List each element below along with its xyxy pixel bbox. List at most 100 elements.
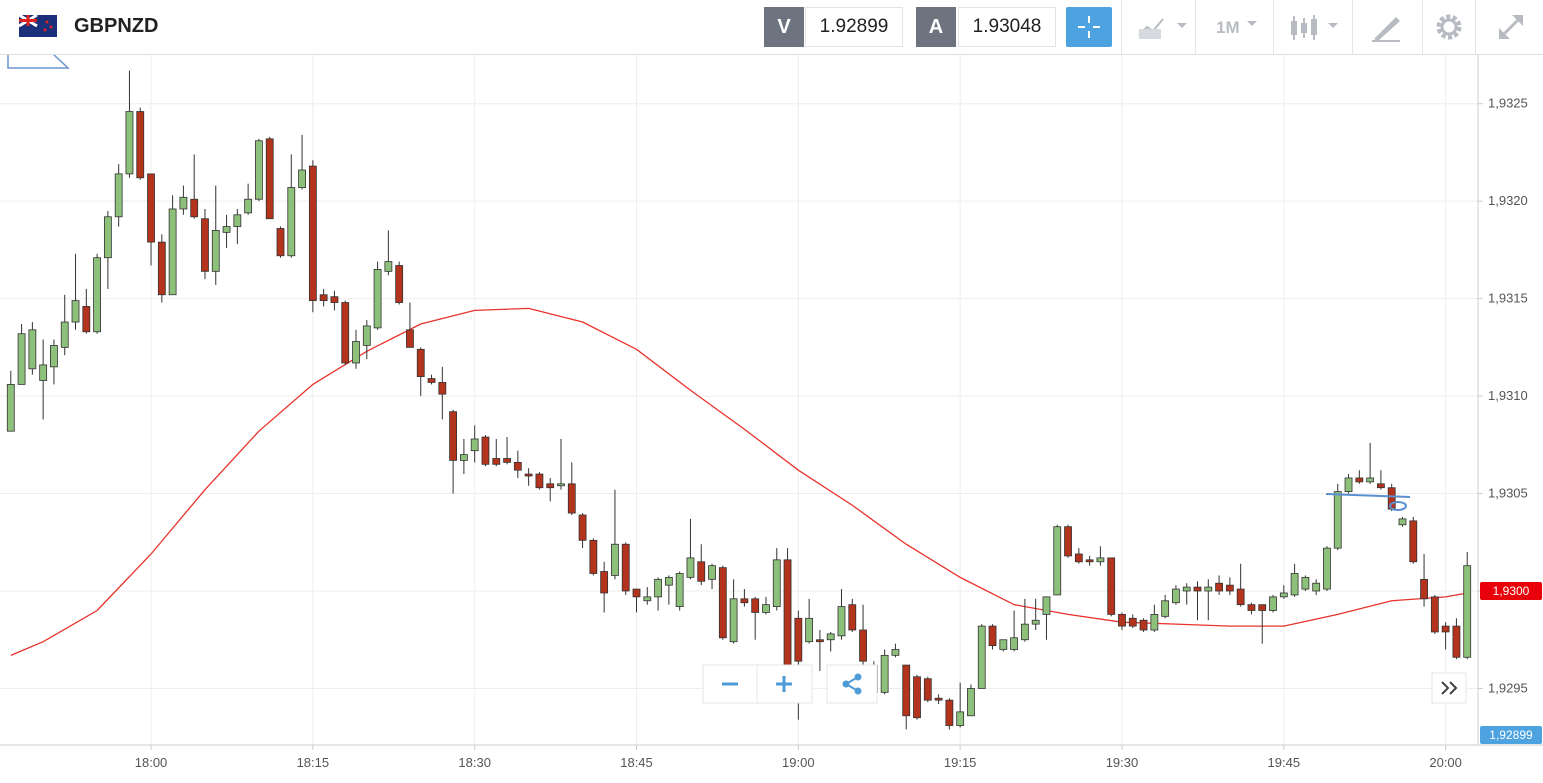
candle-body bbox=[762, 604, 770, 613]
candle-body bbox=[147, 173, 155, 243]
candle-body bbox=[28, 329, 37, 370]
candle-body bbox=[999, 639, 1008, 650]
candle-body bbox=[934, 697, 943, 701]
y-tick-label: 1,9325 bbox=[1488, 96, 1528, 111]
candle-body bbox=[503, 458, 511, 463]
candle-body bbox=[643, 596, 652, 602]
candle-body bbox=[1031, 619, 1040, 625]
candle-body bbox=[708, 565, 716, 580]
fullscreen-button[interactable] bbox=[1496, 12, 1526, 42]
candle-body bbox=[298, 169, 306, 188]
candle-body bbox=[114, 173, 123, 218]
candle-body bbox=[50, 345, 58, 368]
candle-body bbox=[1204, 586, 1213, 592]
candle-body bbox=[1150, 614, 1159, 631]
price-tag bbox=[1480, 582, 1542, 601]
timeframe[interactable]: 1M bbox=[1216, 18, 1240, 37]
candle-body bbox=[557, 483, 565, 487]
x-tick-label: 18:30 bbox=[458, 755, 491, 770]
candle-body bbox=[1409, 520, 1418, 563]
candle-body bbox=[1269, 596, 1277, 611]
y-tick-label: 1,9315 bbox=[1488, 291, 1528, 306]
candle-body bbox=[1247, 604, 1256, 611]
candle-body bbox=[136, 111, 145, 179]
candle-body bbox=[1161, 600, 1170, 617]
candle-body bbox=[1225, 584, 1234, 592]
candle-body bbox=[632, 588, 641, 598]
candle-body bbox=[654, 578, 662, 598]
candle-body bbox=[1366, 477, 1375, 483]
candle-body bbox=[1377, 483, 1385, 489]
candle-body bbox=[1344, 477, 1353, 493]
indicators-button[interactable] bbox=[1135, 13, 1195, 43]
candle-body bbox=[427, 378, 436, 383]
candle-body bbox=[772, 559, 781, 608]
candle-body bbox=[39, 364, 48, 381]
candle-body bbox=[1355, 477, 1364, 483]
price-tag-label: 1,9300 bbox=[1493, 584, 1530, 598]
candle-body bbox=[362, 325, 371, 346]
candle-body bbox=[697, 561, 706, 582]
candle-body bbox=[341, 302, 350, 364]
candle-body bbox=[222, 226, 231, 233]
y-tick-label: 1,9305 bbox=[1488, 486, 1528, 501]
crosshair-button[interactable] bbox=[1066, 7, 1112, 47]
candle-body bbox=[956, 711, 965, 726]
candle-body bbox=[1064, 526, 1072, 557]
candle-body bbox=[1452, 625, 1461, 658]
candle-body bbox=[265, 138, 274, 220]
candle-body bbox=[6, 384, 15, 432]
candle-body bbox=[1107, 557, 1116, 615]
y-tick-label: 1,9320 bbox=[1488, 193, 1528, 208]
candle-body bbox=[923, 678, 932, 701]
candle-body bbox=[902, 664, 911, 717]
candle-body bbox=[1398, 518, 1407, 526]
candle-body bbox=[352, 341, 360, 364]
candle-body bbox=[816, 639, 824, 643]
settings-button[interactable] bbox=[1434, 12, 1464, 42]
candle-body bbox=[1139, 619, 1148, 631]
header: GBPNZD V 1.92899 A 1.93048 1M bbox=[0, 0, 1543, 55]
candle-body bbox=[1430, 596, 1439, 633]
ask-value: 1.93048 bbox=[958, 7, 1056, 47]
candle-body bbox=[1096, 557, 1105, 563]
chart-type-button[interactable] bbox=[1288, 13, 1348, 43]
candle-body bbox=[244, 198, 253, 214]
x-tick-label: 18:15 bbox=[297, 755, 330, 770]
y-tick-label: 1,9295 bbox=[1488, 680, 1528, 695]
candle-body bbox=[1172, 588, 1180, 604]
candle-body bbox=[319, 294, 328, 301]
candle-body bbox=[211, 230, 220, 272]
candle-body bbox=[891, 649, 900, 656]
candle-body bbox=[513, 461, 522, 471]
candle-body bbox=[611, 543, 619, 576]
draw-button[interactable] bbox=[1370, 13, 1406, 43]
candle-body bbox=[93, 257, 101, 333]
candle-body bbox=[1258, 604, 1267, 611]
candle-body bbox=[438, 382, 447, 395]
candle-body bbox=[805, 617, 814, 643]
candle-body bbox=[1420, 578, 1428, 600]
candle-body bbox=[481, 436, 490, 465]
price-tag-label: 1,92899 bbox=[1489, 728, 1533, 742]
candle-body bbox=[837, 606, 846, 637]
symbol: GBPNZD bbox=[74, 15, 159, 37]
candle-body bbox=[967, 688, 975, 717]
candle-body bbox=[675, 573, 684, 608]
candle-body bbox=[913, 676, 921, 719]
candle-body bbox=[449, 411, 458, 461]
candle-body bbox=[546, 483, 555, 489]
candle-body bbox=[794, 617, 803, 662]
moving-average-layer bbox=[10, 307, 1468, 656]
zoom-toolbar[interactable] bbox=[702, 664, 878, 704]
candle-body bbox=[233, 214, 242, 227]
scroll-right-button[interactable] bbox=[1431, 672, 1467, 704]
bid-label: V bbox=[764, 7, 804, 47]
candle-body bbox=[470, 438, 479, 452]
candle-body bbox=[1333, 491, 1342, 549]
candle-body bbox=[190, 198, 199, 218]
candle-body bbox=[880, 654, 889, 693]
candle-body bbox=[416, 348, 425, 378]
candle-body bbox=[1085, 559, 1094, 563]
